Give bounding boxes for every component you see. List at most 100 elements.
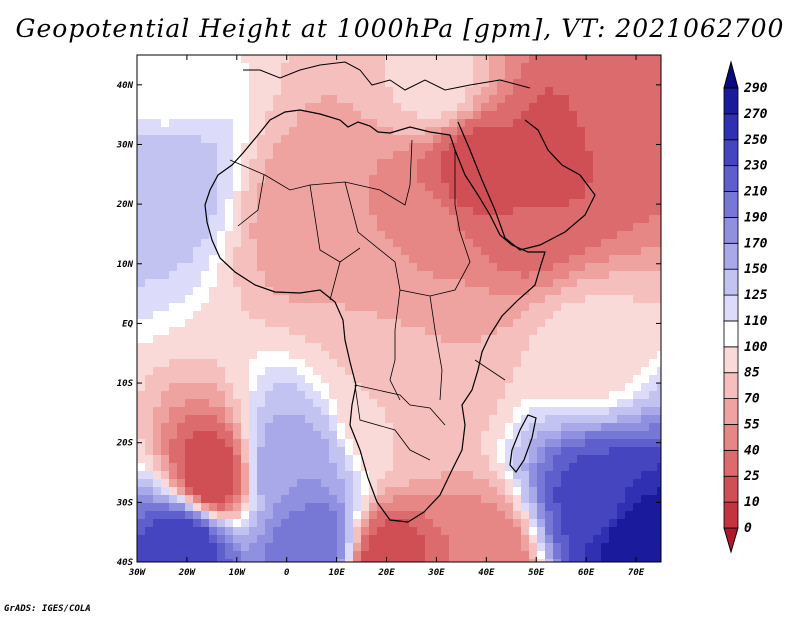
field-cell: [185, 271, 193, 279]
field-cell: [273, 231, 281, 239]
field-cell: [305, 215, 313, 223]
field-cell: [169, 495, 177, 503]
field-cell: [337, 151, 345, 159]
field-cell: [161, 527, 169, 535]
field-cell: [177, 479, 185, 487]
field-cell: [633, 247, 641, 255]
field-cell: [353, 527, 361, 535]
field-cell: [233, 151, 241, 159]
field-cell: [313, 399, 321, 407]
field-cell: [401, 463, 409, 471]
field-cell: [233, 311, 241, 319]
field-cell: [313, 511, 321, 519]
madagascar-coastline: [509, 414, 537, 473]
field-cell: [233, 375, 241, 383]
field-cell: [497, 263, 505, 271]
field-cell: [417, 447, 425, 455]
field-cell: [289, 111, 297, 119]
field-cell: [241, 231, 249, 239]
field-cell: [289, 167, 297, 175]
field-cell: [169, 191, 177, 199]
field-cell: [385, 63, 393, 71]
field-cell: [417, 175, 425, 183]
field-cell: [209, 127, 217, 135]
field-cell: [145, 239, 153, 247]
field-cell: [161, 351, 169, 359]
field-cell: [313, 95, 321, 103]
field-cell: [297, 559, 305, 562]
field-cell: [513, 439, 521, 447]
field-cell: [369, 303, 377, 311]
field-cell: [193, 439, 201, 447]
europe-coastline: [243, 61, 531, 91]
field-cell: [257, 479, 265, 487]
field-cell: [625, 255, 633, 263]
field-cell: [505, 367, 513, 375]
field-cell: [161, 79, 169, 87]
field-cell: [233, 391, 241, 399]
field-cell: [545, 119, 553, 127]
field-cell: [625, 215, 633, 223]
field-cell: [145, 311, 153, 319]
field-cell: [257, 511, 265, 519]
field-cell: [649, 55, 657, 63]
field-cell: [449, 255, 457, 263]
field-cell: [649, 239, 657, 247]
field-cell: [521, 367, 529, 375]
field-cell: [449, 95, 457, 103]
field-cell: [193, 271, 201, 279]
field-cell: [145, 279, 153, 287]
field-cell: [353, 551, 361, 559]
field-cell: [353, 111, 361, 119]
field-cell: [497, 495, 505, 503]
field-cell: [313, 519, 321, 527]
field-cell: [457, 335, 465, 343]
field-cell: [513, 351, 521, 359]
field-cell: [225, 119, 233, 127]
field-cell: [185, 335, 193, 343]
field-cell: [601, 319, 609, 327]
field-cell: [409, 135, 417, 143]
field-cell: [225, 311, 233, 319]
field-cell: [305, 159, 313, 167]
field-cell: [313, 247, 321, 255]
field-cell: [401, 311, 409, 319]
field-cell: [177, 391, 185, 399]
field-cell: [393, 359, 401, 367]
field-cell: [417, 71, 425, 79]
field-cell: [385, 103, 393, 111]
field-cell: [185, 279, 193, 287]
field-cell: [369, 543, 377, 551]
field-cell: [513, 271, 521, 279]
field-cell: [649, 207, 657, 215]
field-cell: [641, 167, 649, 175]
field-cell: [217, 207, 225, 215]
field-cell: [249, 407, 257, 415]
field-cell: [257, 487, 265, 495]
field-cell: [185, 439, 193, 447]
field-cell: [625, 399, 633, 407]
field-cell: [177, 207, 185, 215]
field-cell: [145, 159, 153, 167]
field-cell: [137, 63, 145, 71]
field-cell: [201, 63, 209, 71]
field-cell: [377, 231, 385, 239]
field-cell: [329, 383, 337, 391]
field-cell: [529, 447, 537, 455]
field-cell: [281, 215, 289, 223]
field-cell: [641, 343, 649, 351]
field-cell: [433, 103, 441, 111]
field-cell: [505, 87, 513, 95]
field-cell: [633, 279, 641, 287]
field-cell: [225, 295, 233, 303]
field-cell: [473, 439, 481, 447]
field-cell: [281, 95, 289, 103]
field-cell: [169, 119, 177, 127]
field-cell: [329, 511, 337, 519]
field-cell: [497, 327, 505, 335]
field-cell: [537, 335, 545, 343]
field-cell: [537, 207, 545, 215]
field-cell: [345, 199, 353, 207]
field-cell: [417, 519, 425, 527]
field-cell: [217, 63, 225, 71]
